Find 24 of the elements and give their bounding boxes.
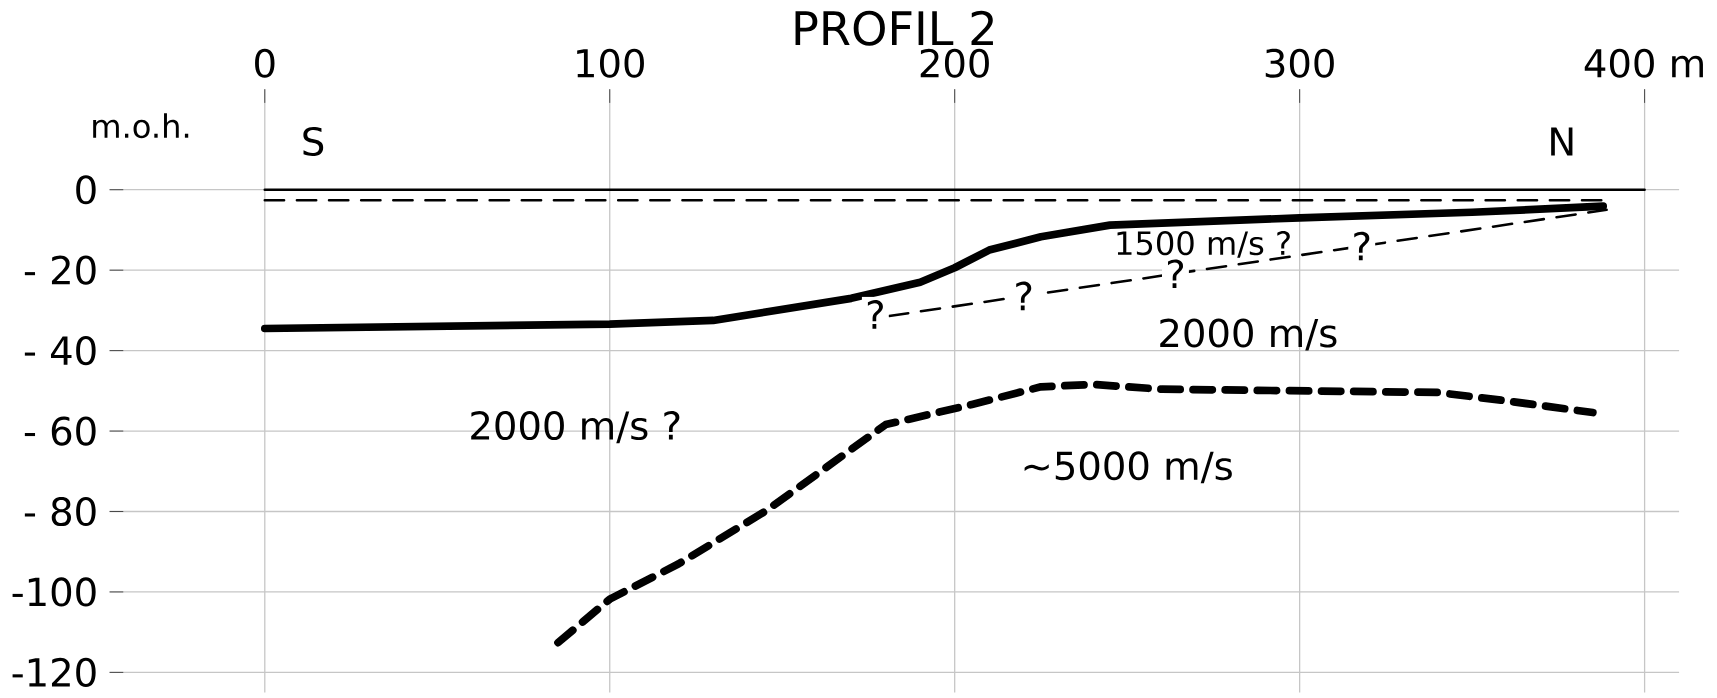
chart-title: PROFIL 2	[795, 10, 993, 46]
y-axis-title: m.o.h.	[93, 113, 189, 139]
annotation: ?	[1168, 259, 1184, 289]
annotation: N	[1551, 127, 1573, 156]
y-tick-label: - 60	[24, 416, 96, 446]
y-tick-label: -120	[12, 657, 96, 688]
annotation: 2000 m/s ?	[471, 411, 680, 444]
y-tick-label: - 20	[24, 255, 96, 285]
annotation: ?	[1354, 231, 1370, 261]
y-tick-label: 0	[76, 175, 96, 205]
annotation: ?	[1016, 281, 1032, 311]
x-tick-label: 300	[1265, 48, 1334, 78]
y-tick-label: - 40	[24, 336, 96, 366]
annotation: 1500 m/s ?	[1117, 231, 1290, 258]
x-tick-label: 100	[577, 48, 644, 78]
annotation: 2000 m/s	[1160, 318, 1337, 351]
x-tick-label: 0	[255, 48, 275, 78]
y-tick-label: - 80	[24, 497, 96, 527]
annotation: ?	[867, 300, 883, 329]
x-tick-label: 400 m	[1584, 48, 1703, 78]
x-tick-label: 200	[920, 48, 989, 78]
y-tick-label: -100	[12, 577, 96, 607]
annotation: S	[303, 127, 324, 157]
annotation: ∼5000 m/s	[1024, 451, 1232, 484]
